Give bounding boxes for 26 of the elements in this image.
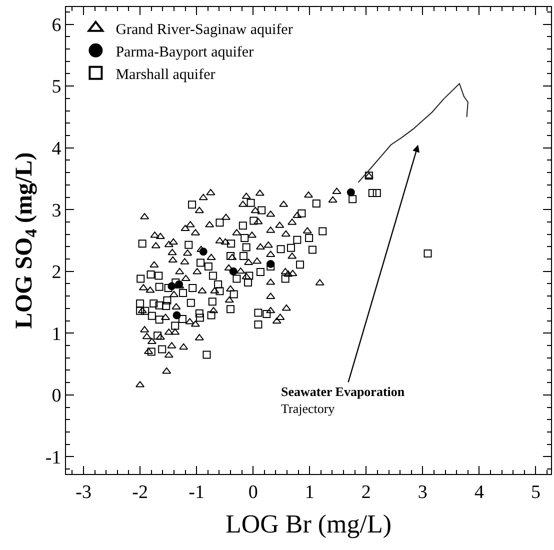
y-tick-label: -1 (45, 447, 62, 468)
x-tick-label: 4 (474, 482, 484, 503)
x-tick-label: -2 (132, 482, 148, 503)
x-tick-label: -3 (76, 482, 92, 503)
x-tick-label: 2 (361, 482, 371, 503)
y-tick-label: 6 (52, 14, 62, 36)
y-tick-label: 4 (52, 138, 62, 160)
y-tick-label: 1 (52, 324, 62, 345)
x-axis-title: LOG Br (mg/L) (225, 510, 392, 538)
line-series (358, 83, 468, 183)
point (346, 188, 355, 196)
x-tick-label: 3 (418, 482, 428, 503)
legend-label: Marshall aquifer (116, 66, 216, 83)
legend-label: Parma-Bayport aquifer (116, 44, 254, 60)
y-tick-label: 2 (52, 262, 62, 284)
y-tick-label: 3 (52, 200, 62, 222)
point (229, 267, 238, 276)
y-tick-label: 5 (52, 76, 62, 98)
legend-label: Grand River-Saginaw aquifer (116, 22, 293, 38)
x-tick-label: 5 (530, 482, 540, 503)
point (199, 248, 208, 256)
x-tick-label: 1 (304, 482, 314, 503)
y-tick-label: 0 (52, 386, 62, 407)
x-tick-label: -1 (188, 482, 204, 503)
x-tick-label: 0 (248, 482, 258, 503)
annotation: Seawater Evaporation Trajectory (281, 384, 406, 416)
